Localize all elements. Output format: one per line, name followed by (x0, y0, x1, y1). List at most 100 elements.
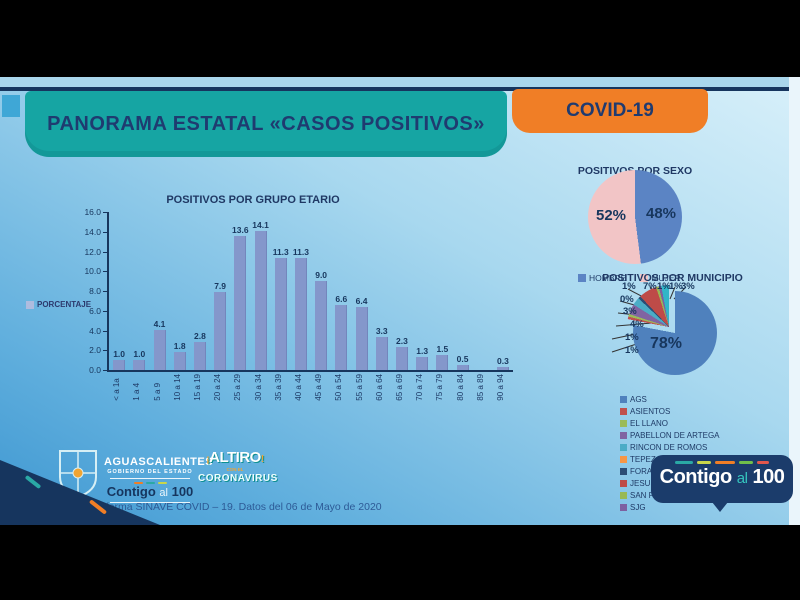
contigo-small-logo: Contigo al 100 (104, 484, 196, 499)
x-tick-slot: 70 a 74 (410, 374, 430, 401)
x-tick-slot: 15 a 19 (188, 374, 208, 401)
legend-swatch (620, 408, 627, 415)
page-title: PANORAMA ESTATAL «CASOS POSITIVOS» (47, 112, 485, 135)
bar (294, 258, 307, 370)
municipio-pie (633, 291, 717, 375)
legend-label: EL LLANO (630, 419, 668, 428)
municipio-slice-label: 7% (643, 281, 657, 292)
x-tick-slot: 1 a 4 (127, 374, 147, 401)
bar-value-label: 14.1 (252, 219, 269, 230)
x-tick-slot: 10 a 14 (168, 374, 188, 401)
bar-slot: 0.3 (493, 356, 513, 370)
municipio-slice-label: 1% (625, 345, 639, 356)
bar (133, 360, 146, 370)
y-tick-label: 8.0 (69, 286, 108, 296)
x-tick-label: 70 a 74 (415, 374, 425, 401)
bar (355, 306, 368, 370)
legend-label: MUJER (651, 273, 681, 283)
x-tick-label: 1 a 4 (132, 382, 142, 401)
altiro-conel: CON EL (226, 467, 244, 472)
x-tick-label: 80 a 84 (455, 374, 465, 401)
legend-label: TEPEZALA (630, 455, 671, 464)
altiro-title: ¡ALTIRO! (198, 449, 272, 466)
y-tick-label: 6.0 (69, 306, 108, 316)
bar-slot: 11.3 (271, 247, 291, 370)
legend-swatch (620, 468, 627, 475)
legend-label: ASIENTOS (630, 407, 671, 416)
legend-label: RINCON DE ROMOS (630, 443, 708, 452)
legend-item: AGS (620, 395, 720, 404)
x-tick-label: 10 a 14 (172, 374, 182, 401)
y-tick-label: 2.0 (69, 345, 108, 355)
legend-label: PORCENTAJE (37, 300, 92, 309)
bar-value-label: 1.0 (133, 349, 146, 360)
x-tick-label: 75 a 79 (435, 374, 445, 401)
legend-swatch (620, 456, 627, 463)
state-logo-block: AGUASCALIENTES GOBIERNO DEL ESTADO Conti… (104, 456, 213, 506)
contigo-mini-dashes (104, 482, 196, 484)
covid-badge-label: COVID-19 (566, 100, 654, 121)
bar-slot: 2.3 (392, 336, 412, 370)
x-tick-label: 20 a 24 (213, 374, 223, 401)
legend-swatch (620, 444, 627, 451)
bar-slot: 1.0 (129, 349, 149, 370)
sexo-slice-label: 52% (596, 207, 627, 224)
bar-slot: 2.8 (190, 331, 210, 370)
bar-value-label: 13.6 (232, 224, 249, 235)
left-edge-accent (2, 95, 20, 117)
bar (436, 355, 449, 370)
bar-value-label: 11.3 (292, 247, 309, 258)
bar-value-label: 2.8 (194, 331, 206, 342)
x-tick-slot: 45 a 49 (309, 374, 329, 401)
legend-swatch (26, 300, 34, 309)
bar-chart-legend: PORCENTAJE (26, 300, 91, 309)
x-tick-slot: < a 1a (107, 374, 127, 400)
bar-slot: 1.8 (170, 341, 190, 370)
x-tick-slot: 60 a 64 (370, 374, 390, 401)
legend-swatch (578, 274, 586, 282)
badge-contigo: Contigo (659, 466, 733, 488)
bar (153, 329, 166, 370)
top-strip (0, 77, 800, 87)
municipio-slice-label: 1% (625, 332, 639, 343)
divider (110, 478, 190, 479)
badge-dashes (675, 461, 769, 464)
contigo-al-100-badge: Contigo al 100 (651, 455, 793, 503)
x-tick-label: 85 a 89 (475, 374, 485, 401)
badge-al: al (736, 470, 748, 487)
bar-value-label: 6.6 (335, 293, 348, 304)
bar (234, 235, 247, 370)
municipio-slice-label: 78% (650, 335, 683, 352)
x-tick-label: 45 a 49 (314, 374, 324, 401)
bar-value-label: 0.3 (497, 356, 509, 367)
altiro-coronavirus: CORONAVIRUS (198, 473, 278, 484)
right-edge-strip (789, 77, 800, 525)
badge-tail (712, 502, 728, 512)
divider (110, 502, 190, 503)
bar-value-label: 3.3 (375, 326, 388, 337)
contigo-100: 100 (171, 484, 194, 499)
bar (416, 357, 429, 370)
municipio-chart-title: POSITIVOS POR MUNICIPIO (602, 272, 743, 284)
sexo-legend: HOMBRE MUJER (578, 273, 681, 283)
bar (456, 365, 469, 370)
x-tick-slot: 5 a 9 (147, 374, 167, 401)
bar-slot: 1.0 (109, 349, 129, 370)
contigo-word: Contigo (106, 484, 156, 499)
legend-swatch (620, 396, 627, 403)
legend-swatch (640, 274, 649, 282)
x-tick-label: 5 a 9 (152, 382, 162, 401)
bar-slot: 6.4 (351, 296, 371, 370)
municipio-slice-label: 1% (622, 281, 636, 292)
municipio-slice-label: 1% (669, 281, 683, 292)
legend-swatch (620, 480, 627, 487)
legend-label: PABELLON DE ARTEGA (630, 431, 720, 440)
x-tick-slot: 55 a 59 (349, 374, 369, 401)
bar-slot: 6.6 (331, 294, 351, 370)
bar (274, 258, 287, 370)
x-tick-label: 65 a 69 (394, 374, 404, 401)
x-tick-label: 30 a 34 (253, 374, 263, 401)
municipio-slice-label: 0% (620, 294, 634, 305)
y-tick-label: 0.0 (69, 365, 108, 375)
